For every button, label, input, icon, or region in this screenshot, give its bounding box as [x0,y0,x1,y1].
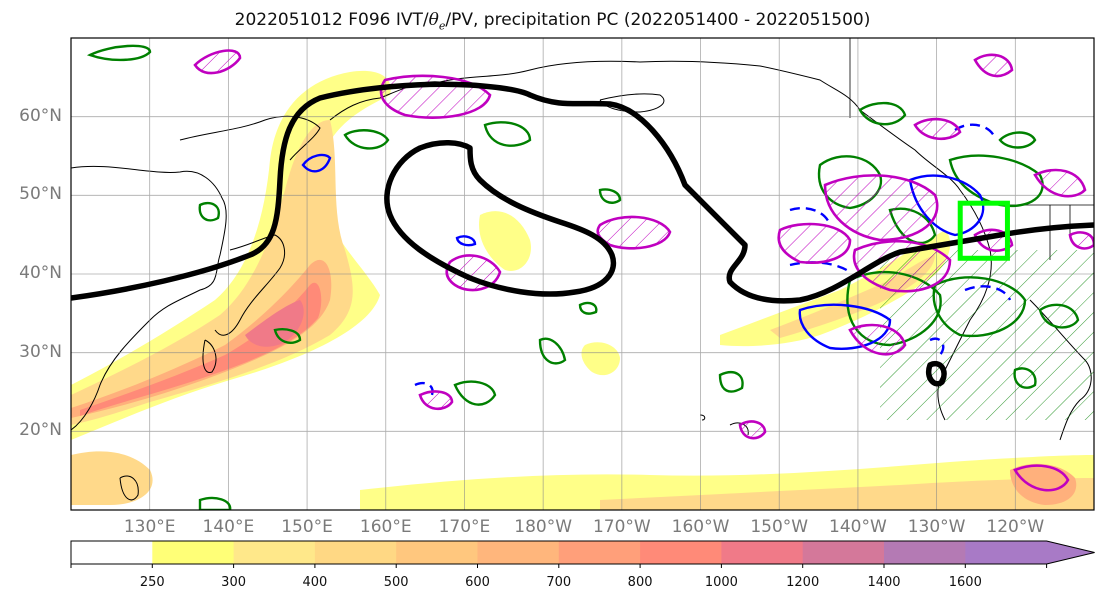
ivt-blob-1 [479,211,531,271]
lon-label: 130°E [123,517,176,537]
colorbar-label: 1400 [867,575,901,590]
pv-contour [71,81,1094,387]
lon-label: 180°W [514,517,573,537]
colorbar-label: 1600 [948,575,982,590]
colorbar-label: 250 [139,575,165,590]
map-content [71,38,1094,510]
colorbar-label: 500 [383,575,409,590]
colorbar-segment [802,541,885,564]
ivt-band-400 [71,120,353,425]
lon-label: 170°W [592,517,651,537]
lon-label: 140°W [829,517,887,537]
colorbar-label: 600 [465,575,490,590]
ivt-band-400-east [770,255,935,338]
colorbar-segment [477,541,560,564]
ivt-blob-2 [581,342,620,376]
map-frame [70,37,1095,511]
colorbar-segment [233,541,316,564]
highlight-box [957,200,1010,261]
lon-label: 160°W [671,517,730,537]
colorbar-label: 400 [302,575,328,590]
lon-label: 150°E [281,517,333,537]
colorbar-segment [640,541,722,564]
colorbar-segment [721,541,804,564]
lat-label: 20°N [19,420,62,441]
ivt-band-1000 [245,300,304,347]
lon-label: 160°E [359,517,412,537]
ivt-band-250-east [720,230,951,347]
colorbar-label: 800 [627,575,653,590]
colorbar-segment [71,541,153,564]
lat-label: 40°N [19,263,62,283]
lat-label: 50°N [19,184,62,205]
chart-title: 2022051012 F096 IVT/θe/PV, precipitation… [234,10,871,33]
ivt-band-400-south [600,478,1094,510]
colorbar [70,540,1095,568]
lon-label: 170°E [438,517,491,537]
colorbar-segment [396,541,478,564]
lon-label: 140°E [202,517,255,537]
colorbar-segment [965,541,1095,564]
colorbar-label: 1000 [704,575,738,590]
lon-label: 120°W [986,517,1045,537]
ivt-band-800 [80,282,322,416]
lat-label: 60°N [19,105,62,126]
colorbar-segment [558,541,641,564]
colorbar-segment [314,541,397,564]
colorbar-label: 700 [546,575,572,590]
colorbar-outline [70,540,1095,565]
lon-label: 150°W [750,517,809,537]
colorbar-label: 300 [221,575,246,590]
ivt-blob-3 [1010,463,1077,505]
gridlines [71,38,1094,510]
colorbar-segment [152,541,235,564]
lat-label: 30°N [19,341,62,362]
colorbar-label: 1200 [786,575,820,590]
ivt-band-400-sw [71,451,153,505]
colorbar-segment [884,541,966,564]
lon-label: 130°W [907,517,966,537]
